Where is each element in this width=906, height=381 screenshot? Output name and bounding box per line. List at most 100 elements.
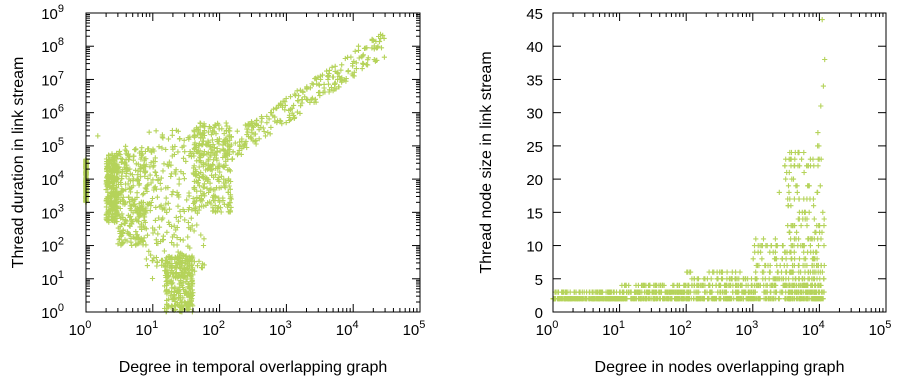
data-point [201, 181, 207, 187]
data-point [137, 163, 144, 169]
data-point [135, 172, 141, 178]
data-point [635, 289, 641, 295]
data-point [785, 196, 791, 202]
data-point [169, 254, 175, 260]
data-point [211, 174, 217, 180]
data-point [702, 282, 708, 288]
data-point [587, 296, 593, 302]
x-tick-label: 100 [536, 319, 559, 339]
data-point [768, 282, 775, 288]
data-point [768, 243, 774, 249]
data-point [164, 302, 170, 308]
data-point [811, 203, 817, 209]
data-point [116, 195, 122, 201]
data-point [186, 293, 192, 300]
data-point [652, 296, 658, 302]
data-point [556, 296, 562, 302]
data-point [212, 187, 218, 193]
data-point [381, 35, 387, 41]
data-point [581, 289, 587, 295]
data-point [719, 276, 726, 282]
y-tick-label: 30 [526, 106, 543, 123]
data-point [157, 180, 163, 186]
data-point [137, 168, 143, 174]
data-point [184, 197, 190, 203]
data-point [143, 186, 149, 192]
data-point [651, 282, 657, 288]
data-point [739, 282, 745, 288]
data-point [103, 211, 109, 217]
y-tick-label: 5 [535, 272, 543, 289]
data-point [181, 137, 187, 143]
data-point [116, 237, 122, 243]
data-point [165, 200, 171, 206]
data-point [193, 178, 199, 184]
data-point [773, 256, 780, 262]
data-point [249, 120, 255, 126]
data-point [172, 284, 178, 290]
data-point [381, 54, 387, 60]
data-point [169, 285, 175, 291]
data-point [317, 73, 323, 79]
data-point [619, 282, 625, 288]
data-point [124, 168, 130, 174]
data-point [789, 243, 795, 249]
data-point [180, 155, 187, 161]
data-point [719, 289, 725, 295]
data-point [105, 160, 111, 166]
data-point [811, 276, 818, 282]
data-point [209, 137, 215, 143]
data-point [188, 298, 194, 304]
y-tick-label: 45 [526, 6, 543, 23]
data-point [335, 70, 341, 76]
data-point [790, 262, 796, 269]
data-point [770, 249, 776, 255]
data-point [149, 195, 156, 202]
data-point [785, 203, 791, 209]
data-point [133, 216, 139, 222]
y-tick-label: 106 [41, 103, 64, 123]
data-point [363, 45, 369, 51]
data-point [242, 140, 248, 146]
data-point [161, 248, 167, 254]
data-point [138, 152, 144, 158]
data-point [196, 174, 203, 181]
data-point [277, 117, 283, 124]
data-point [563, 289, 569, 295]
data-point [373, 38, 379, 44]
data-point [183, 303, 189, 309]
data-point [189, 257, 195, 263]
data-point [164, 209, 170, 215]
data-point [221, 131, 227, 137]
data-point [355, 43, 362, 49]
data-point [210, 129, 216, 135]
data-point [185, 219, 191, 226]
data-point [794, 183, 800, 189]
data-point [820, 209, 826, 215]
data-point [160, 237, 166, 243]
data-point [180, 304, 187, 310]
data-point [786, 156, 792, 162]
data-point [806, 236, 812, 242]
data-point [181, 270, 187, 276]
data-point [226, 128, 232, 134]
data-point [378, 45, 385, 51]
data-point [177, 136, 183, 142]
y-tick-label: 40 [526, 39, 543, 56]
data-point [145, 146, 151, 152]
y-axis-label: Thread duration in link stream [10, 57, 27, 269]
data-point [751, 282, 757, 288]
data-point [214, 157, 220, 163]
data-point [788, 249, 794, 255]
data-point [815, 243, 822, 249]
data-point [197, 151, 203, 157]
data-point [194, 222, 200, 228]
data-point [819, 17, 825, 23]
data-point [708, 289, 714, 295]
y-tick-label: 103 [41, 202, 64, 222]
data-point [353, 60, 359, 66]
data-point [266, 116, 272, 122]
data-point [180, 171, 186, 177]
data-point [806, 183, 812, 189]
data-point [133, 229, 139, 235]
